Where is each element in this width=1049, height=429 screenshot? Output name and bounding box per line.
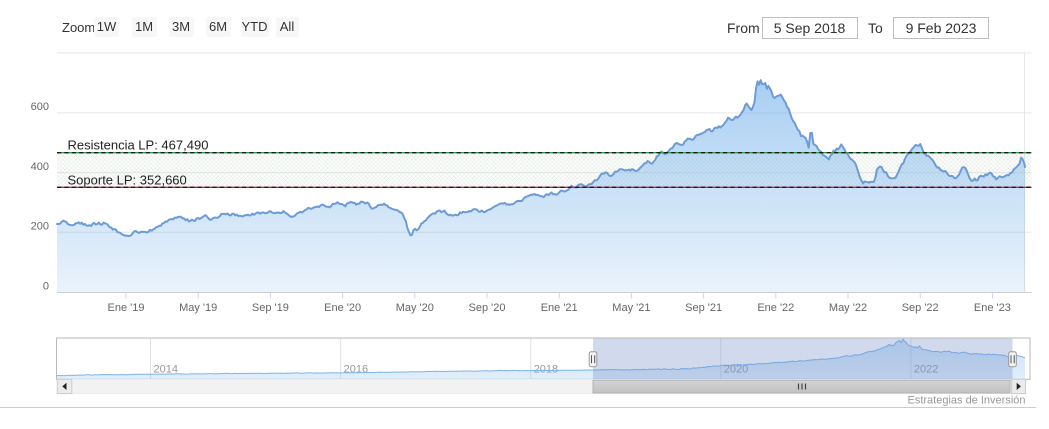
- svg-text:May '21: May '21: [612, 302, 650, 314]
- svg-text:Ene '23: Ene '23: [974, 302, 1011, 314]
- svg-text:2014: 2014: [154, 364, 178, 376]
- svg-text:May '20: May '20: [396, 302, 434, 314]
- svg-text:Ene '21: Ene '21: [541, 302, 578, 314]
- svg-text:May '19: May '19: [179, 302, 217, 314]
- svg-text:400: 400: [31, 161, 49, 173]
- svg-text:Ene '20: Ene '20: [324, 302, 361, 314]
- svg-text:Resistencia LP: 467,490: Resistencia LP: 467,490: [68, 138, 209, 153]
- svg-text:0: 0: [43, 280, 49, 292]
- svg-text:Sep '20: Sep '20: [469, 302, 506, 314]
- svg-text:Soporte LP: 352,660: Soporte LP: 352,660: [68, 173, 187, 188]
- svg-text:May '22: May '22: [829, 302, 867, 314]
- svg-text:Sep '19: Sep '19: [252, 302, 289, 314]
- svg-text:Estrategias de Inversión: Estrategias de Inversión: [907, 395, 1025, 407]
- svg-text:Sep '21: Sep '21: [685, 302, 722, 314]
- svg-text:600: 600: [31, 101, 49, 113]
- svg-text:Sep '22: Sep '22: [902, 302, 939, 314]
- svg-text:Ene '22: Ene '22: [757, 302, 794, 314]
- svg-text:200: 200: [31, 221, 49, 233]
- svg-text:Ene '19: Ene '19: [108, 302, 145, 314]
